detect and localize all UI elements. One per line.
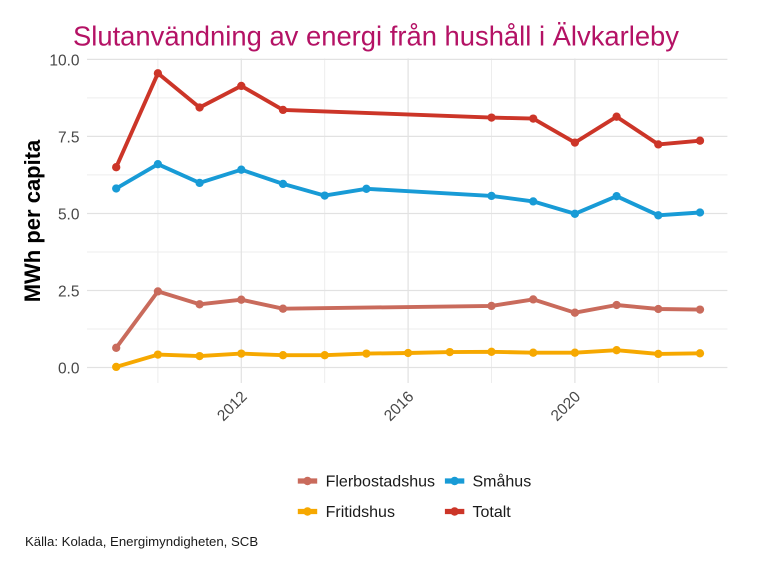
svg-text:Källa: Kolada, Energimyndighet: Källa: Kolada, Energimyndigheten, SCB: [25, 534, 258, 549]
svg-text:7.5: 7.5: [58, 129, 80, 146]
svg-text:Flerbostadshus: Flerbostadshus: [326, 474, 435, 491]
svg-text:Småhus: Småhus: [473, 473, 532, 491]
svg-text:Slutanvändning av energi från: Slutanvändning av energi från hushåll i …: [73, 21, 679, 52]
svg-text:2.5: 2.5: [58, 284, 80, 301]
svg-text:MWh per capita: MWh per capita: [20, 139, 45, 302]
svg-text:10.0: 10.0: [49, 52, 80, 69]
svg-text:0.0: 0.0: [58, 361, 80, 378]
svg-text:Fritidshus: Fritidshus: [326, 504, 395, 521]
svg-text:Totalt: Totalt: [473, 504, 512, 521]
svg-text:5.0: 5.0: [58, 207, 80, 224]
